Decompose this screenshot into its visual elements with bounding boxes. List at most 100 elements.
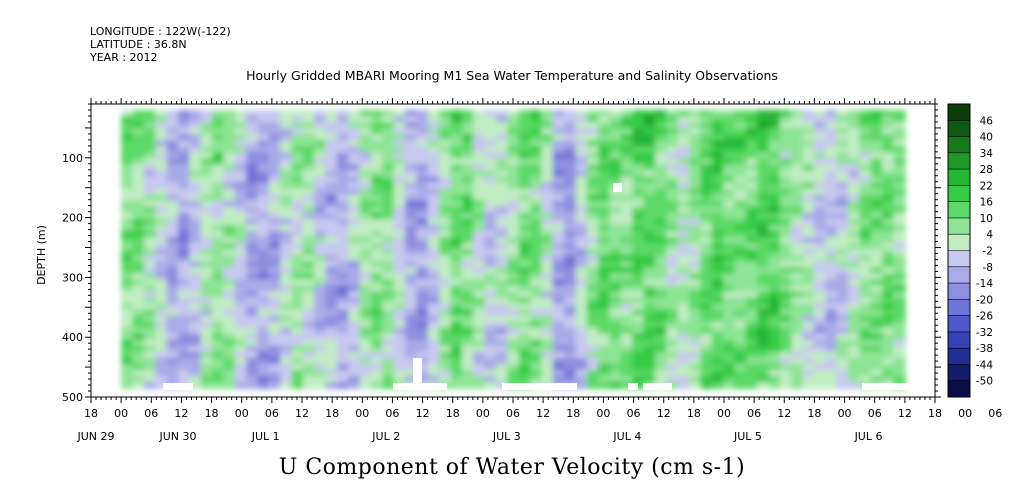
heatmap-cell	[654, 327, 668, 335]
heatmap-cell	[200, 363, 214, 371]
heatmap-cell	[416, 230, 429, 238]
heatmap-cell	[223, 333, 236, 341]
heatmap-cell	[666, 224, 679, 232]
heatmap-cell	[166, 279, 179, 287]
heatmap-cell	[586, 128, 600, 136]
heatmap-cell	[825, 128, 838, 136]
heatmap-cell	[189, 291, 202, 299]
heatmap-cell	[552, 333, 566, 341]
heatmap-cell	[530, 273, 543, 281]
heatmap-cell	[848, 351, 861, 359]
heatmap-cell	[234, 285, 248, 293]
heatmap-cell	[518, 188, 532, 196]
heatmap-cell	[416, 128, 429, 136]
heatmap-cell	[177, 230, 191, 238]
heatmap-cell	[791, 363, 804, 371]
heatmap-cell	[848, 369, 861, 377]
heatmap-cell	[870, 200, 884, 208]
heatmap-cell	[518, 303, 532, 311]
heatmap-cell	[234, 291, 248, 299]
heatmap-cell	[484, 381, 497, 390]
heatmap-cell	[768, 236, 781, 244]
heatmap-cell	[882, 109, 895, 118]
heatmap-cell	[848, 218, 861, 226]
heatmap-cell	[893, 182, 906, 190]
heatmap-cell	[200, 321, 214, 329]
heatmap-cell	[620, 261, 634, 269]
heatmap-cell	[121, 218, 134, 226]
heatmap-cell	[393, 134, 407, 142]
heatmap-cell	[552, 236, 566, 244]
heatmap-cell	[859, 164, 872, 172]
heatmap-cell	[700, 188, 713, 196]
heatmap-cell	[212, 140, 225, 148]
heatmap-cell	[461, 224, 475, 232]
heatmap-cell	[609, 351, 622, 359]
heatmap-cell	[473, 291, 486, 299]
heatmap-cell	[371, 200, 384, 208]
heatmap-cell	[461, 122, 475, 130]
heatmap-cell	[461, 327, 475, 335]
heatmap-cell	[268, 218, 282, 226]
heatmap-cell	[495, 309, 509, 317]
heatmap-cell	[302, 158, 316, 166]
heatmap-cell	[711, 152, 725, 160]
heatmap-cell	[836, 291, 850, 299]
heatmap-cell	[689, 116, 702, 124]
heatmap-cell	[439, 375, 452, 383]
heatmap-cell	[677, 339, 691, 347]
heatmap-cell	[700, 315, 713, 323]
heatmap-cell	[268, 176, 282, 184]
heatmap-cell	[439, 164, 452, 172]
heatmap-cell	[745, 230, 759, 238]
missing-data-patch	[862, 383, 927, 390]
heatmap-cell	[711, 273, 725, 281]
heatmap-cell	[530, 134, 543, 142]
heatmap-cell	[200, 249, 214, 257]
heatmap-cell	[495, 261, 509, 269]
heatmap-cell	[586, 273, 600, 281]
heatmap-cell	[132, 236, 145, 244]
heatmap-cell	[405, 164, 418, 172]
heatmap-cell	[200, 285, 214, 293]
heatmap-cell	[246, 285, 259, 293]
heatmap-cell	[530, 146, 543, 154]
heatmap-cell	[166, 255, 179, 263]
heatmap-cell	[541, 224, 554, 232]
heatmap-cell	[484, 321, 497, 329]
heatmap-cell	[575, 212, 588, 220]
heatmap-cell	[564, 230, 577, 238]
heatmap-cell	[143, 363, 157, 371]
heatmap-cell	[257, 339, 270, 347]
heatmap-cell	[689, 375, 702, 383]
heatmap-cell	[359, 375, 373, 383]
heatmap-cell	[393, 146, 407, 154]
heatmap-cell	[200, 333, 214, 341]
heatmap-cell	[802, 303, 815, 311]
heatmap-cell	[268, 357, 282, 365]
heatmap-cell	[689, 345, 702, 353]
heatmap-cell	[711, 297, 725, 305]
heatmap-cell	[416, 261, 429, 269]
heatmap-cell	[473, 224, 486, 232]
heatmap-cell	[791, 230, 804, 238]
heatmap-cell	[893, 170, 906, 178]
heatmap-cell	[643, 236, 656, 244]
heatmap-cell	[768, 351, 781, 359]
heatmap-cell	[813, 309, 827, 317]
heatmap-cell	[189, 267, 202, 275]
heatmap-cell	[155, 327, 168, 335]
heatmap-cell	[541, 309, 554, 317]
heatmap-cell	[439, 206, 452, 214]
heatmap-cell	[813, 242, 827, 250]
heatmap-cell	[734, 291, 747, 299]
heatmap-cell	[700, 309, 713, 317]
heatmap-cell	[654, 230, 668, 238]
heatmap-cell	[700, 357, 713, 365]
heatmap-cell	[336, 230, 350, 238]
heatmap-cell	[155, 381, 168, 390]
heatmap-cell	[132, 206, 145, 214]
heatmap-cell	[348, 242, 361, 250]
heatmap-cell	[813, 339, 827, 347]
heatmap-cell	[166, 327, 179, 335]
